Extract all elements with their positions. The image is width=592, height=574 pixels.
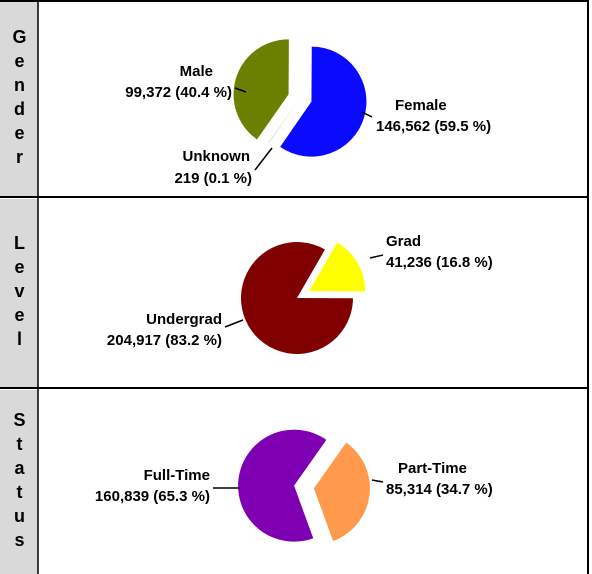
panel-title: Gender (9, 27, 30, 171)
leader-line (369, 254, 384, 259)
side-strip: Status (0, 390, 38, 574)
side-strip: Level (0, 199, 38, 387)
value-label: 99,372 (40.4 %) (125, 84, 232, 101)
value-label: 204,917 (83.2 %) (107, 332, 222, 349)
panel-title: Level (9, 233, 30, 353)
panel-title: Status (9, 410, 30, 554)
value-label: 41,236 (16.8 %) (386, 254, 493, 271)
leader-line (361, 111, 373, 118)
slice-label: Part-Time (398, 460, 467, 477)
pie-slice (238, 429, 327, 542)
leader-line (254, 147, 273, 171)
leader-line (224, 319, 244, 328)
slice-label: Full-Time (144, 467, 210, 484)
value-label: 85,314 (34.7 %) (386, 481, 493, 498)
side-strip: Gender (0, 2, 38, 196)
pie-slice (233, 39, 289, 140)
pie-slice (268, 98, 300, 144)
value-label: 219 (0.1 %) (174, 170, 252, 187)
slice-label: Grad (386, 233, 421, 250)
leader-line (234, 87, 247, 93)
slice-label: Female (395, 97, 447, 114)
slice-label: Male (180, 63, 213, 80)
value-label: 146,562 (59.5 %) (376, 118, 491, 135)
slice-label: Undergrad (146, 311, 222, 328)
pie-slice (309, 242, 366, 292)
slice-label: Unknown (183, 148, 251, 165)
leader-line (371, 479, 384, 483)
value-label: 160,839 (65.3 %) (95, 488, 210, 505)
pie-slice (313, 442, 370, 541)
pie-slice (241, 242, 353, 355)
pie-slice (280, 46, 367, 157)
